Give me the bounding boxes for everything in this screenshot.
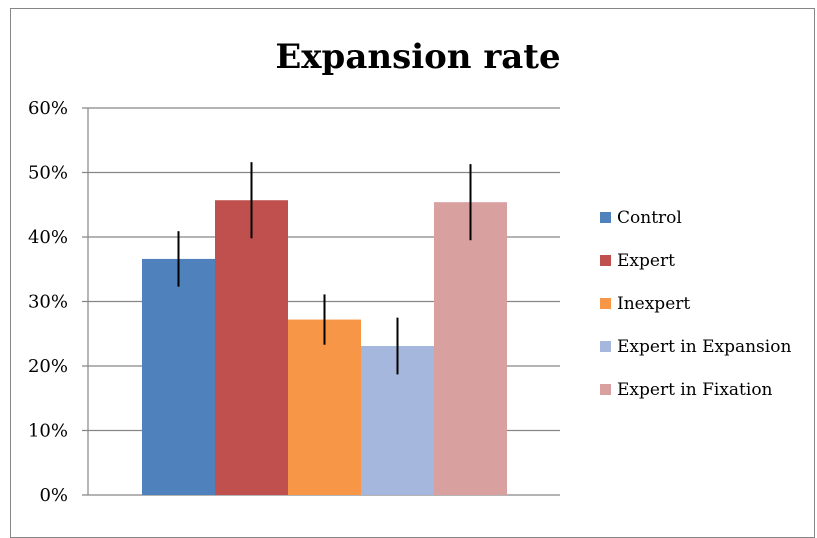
y-tick-label: 10% — [28, 421, 68, 442]
y-tick-label: 50% — [28, 163, 68, 184]
error-bars — [177, 162, 472, 375]
legend-swatch — [600, 341, 611, 352]
y-tick-label: 20% — [28, 356, 68, 377]
legend-swatch — [600, 298, 611, 309]
y-axis: 0% 10% 20% 30% 40% 50% 60% — [28, 98, 89, 506]
legend-label: Inexpert — [617, 294, 690, 314]
legend-label: Control — [617, 208, 682, 228]
bar-chart: Expansion rate 0% 10% 20% 30% 40% 50% 60% Cont… — [28, 37, 791, 506]
bar-expert — [215, 200, 288, 496]
legend-swatch — [600, 212, 611, 223]
chart-title: Expansion rate — [275, 37, 560, 77]
legend-label: Expert in Fixation — [617, 380, 773, 400]
bars — [142, 200, 507, 496]
legend-swatch — [600, 255, 611, 266]
legend-label: Expert — [617, 251, 675, 271]
bar-expert-in-fixation — [434, 202, 507, 496]
y-tick-label: 30% — [28, 292, 68, 313]
legend: Control Expert Inexpert Expert in Expansion… — [600, 208, 791, 400]
y-tick-label: 40% — [28, 227, 68, 248]
legend-swatch — [600, 384, 611, 395]
bar-control — [142, 258, 215, 495]
y-tick-label: 0% — [39, 485, 68, 506]
y-tick-label: 60% — [28, 98, 68, 119]
bar-inexpert — [288, 319, 361, 495]
legend-label: Expert in Expansion — [617, 337, 791, 357]
